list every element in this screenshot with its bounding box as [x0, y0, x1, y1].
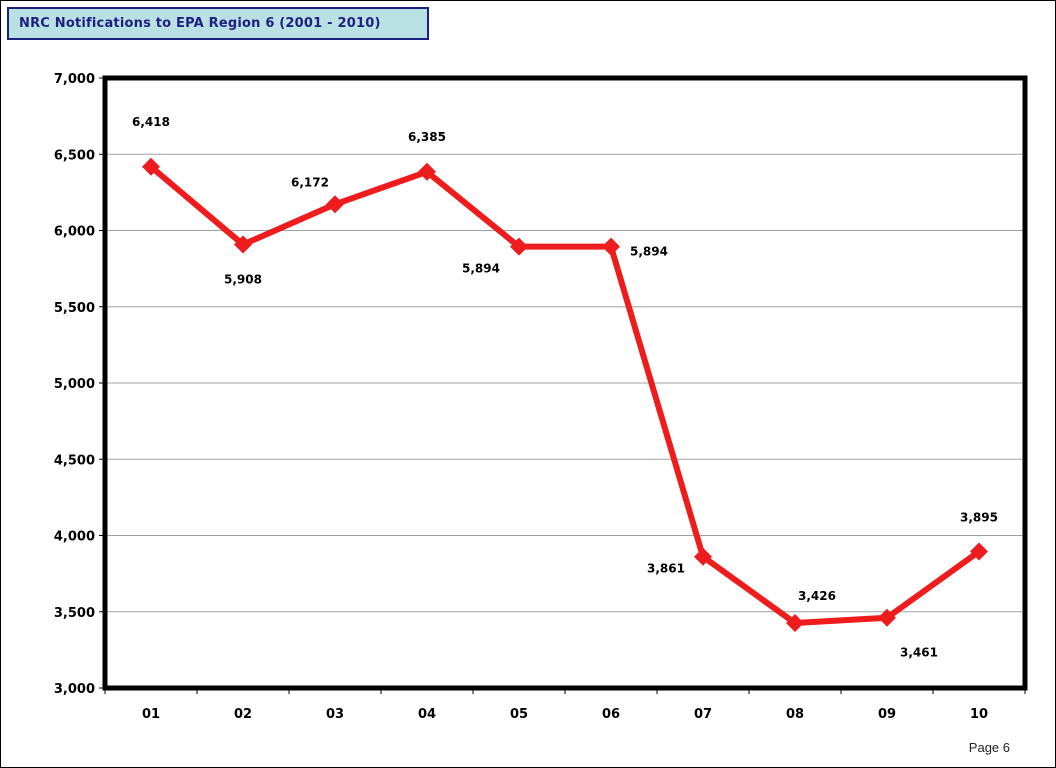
y-tick-label: 7,000 [54, 72, 95, 87]
data-label: 5,908 [224, 273, 262, 287]
x-tick-label: 02 [234, 707, 252, 722]
data-label: 5,894 [462, 262, 500, 276]
data-label: 5,894 [630, 245, 668, 259]
x-tick-label: 05 [510, 707, 528, 722]
plot-border [102, 75, 1028, 691]
y-tick-label: 6,000 [54, 225, 95, 240]
data-point-marker [786, 614, 804, 633]
data-point-marker [510, 237, 528, 256]
data-point-marker [418, 162, 436, 181]
data-label: 6,172 [291, 175, 329, 189]
x-tick-label: 06 [602, 707, 620, 722]
data-label: 3,861 [647, 562, 685, 576]
x-tick-label: 10 [970, 707, 988, 722]
y-tick-label: 5,500 [54, 301, 95, 316]
y-tick-label: 5,000 [54, 377, 95, 392]
y-tick-label: 6,500 [54, 148, 95, 163]
data-point-marker [602, 237, 620, 256]
x-tick-label: 01 [142, 707, 160, 722]
y-tick-label: 3,500 [54, 606, 95, 621]
x-tick-label: 03 [326, 707, 344, 722]
data-label: 3,426 [798, 589, 836, 603]
data-label: 3,895 [960, 511, 998, 525]
y-tick-label: 3,000 [54, 682, 95, 697]
data-point-marker [878, 608, 896, 627]
x-tick-label: 04 [418, 707, 436, 722]
data-point-marker [234, 235, 252, 254]
data-point-marker [970, 542, 988, 561]
series-line [149, 164, 981, 627]
x-tick-label: 08 [786, 707, 804, 722]
x-tick-label: 07 [694, 707, 712, 722]
data-label: 6,385 [408, 130, 446, 144]
y-tick-label: 4,500 [54, 453, 95, 468]
data-point-marker [326, 195, 344, 214]
y-tick-label: 4,000 [54, 530, 95, 545]
data-label: 6,418 [132, 115, 170, 129]
data-label: 3,461 [900, 646, 938, 660]
data-point-marker [694, 547, 712, 566]
data-point-marker [142, 157, 160, 176]
page-number: Page 6 [968, 740, 1010, 755]
x-tick-label: 09 [878, 707, 896, 722]
page-title: NRC Notifications to EPA Region 6 (2001 … [19, 16, 381, 31]
title-box: NRC Notifications to EPA Region 6 (2001 … [7, 7, 429, 40]
